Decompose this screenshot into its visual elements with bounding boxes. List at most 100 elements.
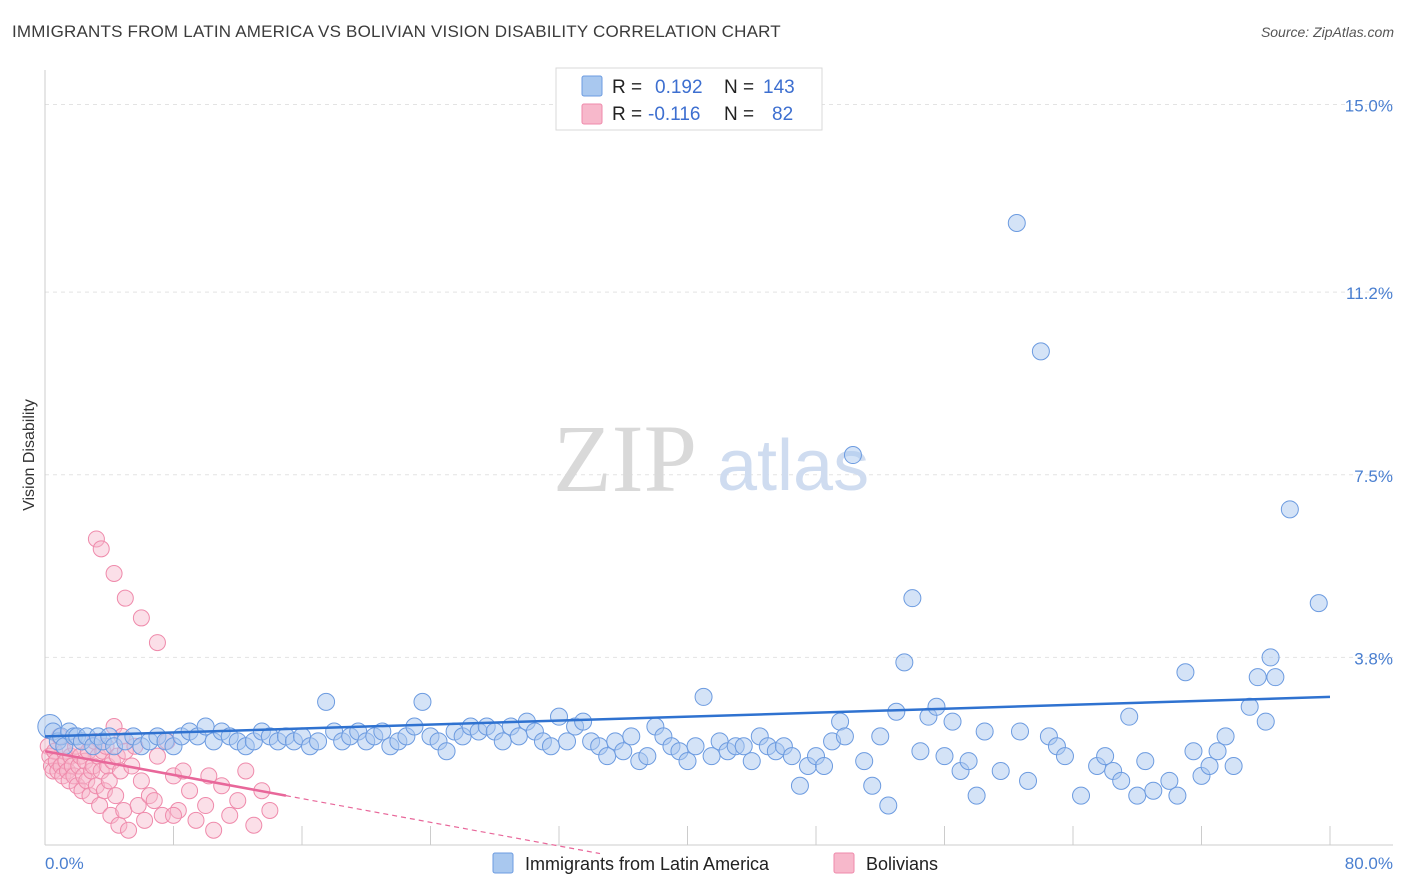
- legend-n-label-blue: N =: [724, 77, 754, 98]
- bolivians-point: [148, 747, 166, 765]
- latin-america-point: [1266, 668, 1285, 687]
- latin-america-point: [1096, 747, 1115, 766]
- latin-america-point: [734, 737, 753, 756]
- bolivians-point: [140, 787, 158, 805]
- latin-america-point: [317, 692, 336, 711]
- latin-america-point: [871, 727, 890, 746]
- legend-n-value-blue: 143: [763, 77, 795, 98]
- latin-america-point: [1112, 771, 1131, 790]
- latin-america-point: [1256, 712, 1275, 731]
- latin-america-point: [1031, 342, 1050, 361]
- bolivians-point: [116, 589, 134, 607]
- latin-america-point: [1160, 771, 1179, 790]
- latin-america-point: [1176, 663, 1195, 682]
- bolivians-point: [165, 806, 182, 824]
- latin-america-point: [1136, 752, 1155, 771]
- gridlines: [44, 70, 1393, 846]
- x-tick-labels: 0.0% 80.0%: [45, 854, 1393, 873]
- trend-lines: [44, 695, 1331, 855]
- legend-swatch-pink: [581, 103, 603, 125]
- series-legend: Immigrants from Latin America Bolivians: [492, 852, 938, 874]
- bolivians-point: [261, 801, 279, 819]
- bolivians-point: [95, 782, 113, 800]
- bolivians-points: [39, 530, 279, 839]
- latin-america-point: [1184, 742, 1203, 761]
- bottom-legend-swatch-blue: [492, 852, 514, 874]
- bolivians-point: [129, 797, 147, 815]
- legend-n-label-pink: N =: [724, 104, 754, 125]
- bolivians-point: [229, 792, 247, 810]
- latin-america-point: [1309, 594, 1328, 613]
- latin-america-point: [815, 757, 834, 776]
- latin-america-point: [1128, 786, 1147, 805]
- stats-legend: R = 0.192 N = 143 R = -0.116 N = 82: [555, 67, 823, 131]
- bolivians-point: [187, 811, 205, 829]
- latin-america-point: [686, 737, 705, 756]
- bolivians-point: [245, 816, 263, 834]
- latin-america-point: [1055, 747, 1074, 766]
- latin-america-point: [943, 712, 962, 731]
- latin-america-point: [1216, 727, 1235, 746]
- bolivians-point: [132, 609, 150, 627]
- latin-america-point: [1120, 707, 1139, 726]
- latin-america-point: [437, 742, 456, 761]
- bolivians-trend-line: [44, 749, 287, 797]
- chart-title: IMMIGRANTS FROM LATIN AMERICA VS BOLIVIA…: [12, 22, 781, 41]
- legend-r-label-pink: R =: [612, 104, 642, 125]
- bolivians-point: [100, 772, 118, 790]
- latin-america-point: [1019, 771, 1038, 790]
- latin-america-point: [895, 653, 914, 672]
- x-tick-label-min: 0.0%: [45, 854, 84, 873]
- bottom-legend-label-pink: Bolivians: [866, 854, 938, 874]
- latin-america-point: [1224, 757, 1243, 776]
- bolivians-point: [115, 801, 133, 819]
- latin-america-point: [1010, 722, 1029, 741]
- legend-r-label-blue: R =: [612, 77, 642, 98]
- latin-america-point: [855, 752, 874, 771]
- bottom-legend-swatch-pink: [833, 852, 855, 874]
- latin-america-point: [558, 732, 577, 751]
- legend-swatch-blue: [581, 75, 603, 97]
- bolivians-point: [205, 821, 223, 839]
- y-axis-title: Vision Disability: [21, 399, 38, 511]
- latin-america-point: [1261, 648, 1280, 667]
- latin-america-point: [991, 761, 1010, 780]
- bolivians-point: [65, 767, 83, 785]
- latin-america-point: [887, 702, 906, 721]
- latin-america-point: [614, 742, 633, 761]
- latin-america-point: [782, 747, 801, 766]
- latin-america-point: [1200, 757, 1219, 776]
- latin-america-point: [911, 742, 930, 761]
- bottom-legend-label-blue: Immigrants from Latin America: [525, 854, 770, 874]
- source-label: Source: ZipAtlas.com: [1260, 24, 1394, 40]
- watermark-atlas: atlas: [717, 426, 869, 506]
- latin-america-point: [574, 712, 593, 731]
- latin-america-point: [927, 697, 946, 716]
- latin-america-point: [835, 727, 854, 746]
- latin-america-point: [1208, 742, 1227, 761]
- latin-america-point: [967, 786, 986, 805]
- latin-america-point: [622, 727, 641, 746]
- bolivians-point: [136, 811, 154, 829]
- y-tick-label: 3.8%: [1354, 649, 1393, 668]
- bolivians-point: [169, 801, 187, 819]
- bolivians-point: [92, 540, 110, 558]
- y-tick-labels: 3.8% 7.5% 11.2% 15.0%: [1345, 97, 1393, 669]
- latin-america-point: [1168, 786, 1187, 805]
- latin-america-point: [1248, 668, 1267, 687]
- latin-america-point: [742, 752, 761, 771]
- bolivians-point: [145, 792, 163, 810]
- bolivians-point: [148, 634, 166, 652]
- y-tick-label: 15.0%: [1345, 97, 1393, 116]
- watermark-zip: ZIP: [553, 405, 697, 512]
- latin-america-point: [843, 446, 862, 465]
- bolivians-point: [197, 797, 215, 815]
- bolivians-point: [87, 530, 105, 548]
- latin-america-point: [790, 776, 809, 795]
- latin-america-point: [702, 747, 721, 766]
- latin-america-point: [975, 722, 994, 741]
- latin-america-point: [1240, 697, 1259, 716]
- latin-america-point: [935, 747, 954, 766]
- bolivians-point: [105, 565, 123, 583]
- latin-america-point: [550, 707, 568, 726]
